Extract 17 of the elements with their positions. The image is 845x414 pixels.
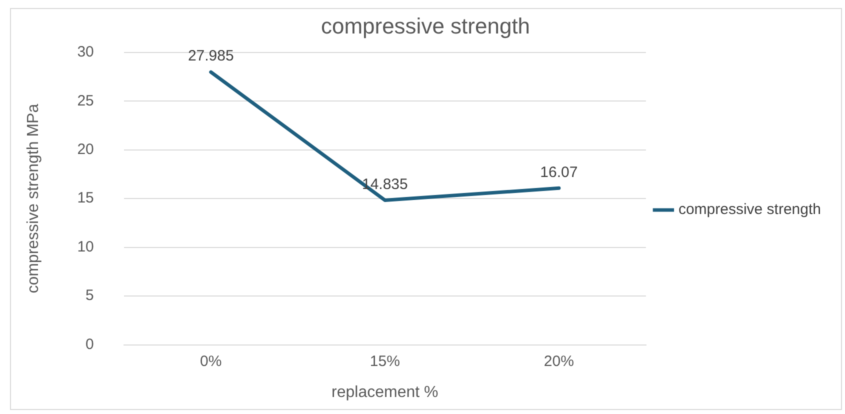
x-tick-label: 20% — [544, 352, 574, 370]
data-label: 16.07 — [540, 164, 578, 181]
y-tick-label: 10 — [77, 238, 94, 256]
legend-label: compressive strength — [678, 201, 822, 218]
y-axis-title: compressive strength MPa — [25, 104, 42, 294]
x-tick-label: 0% — [200, 352, 222, 370]
x-tick-label: 15% — [370, 352, 400, 370]
x-axis-title: replacement % — [332, 384, 438, 401]
y-tick-label: 30 — [77, 44, 94, 61]
chart-title: compressive strength — [320, 13, 530, 38]
y-tick-label: 20 — [77, 141, 94, 158]
data-label: 27.985 — [188, 48, 234, 65]
y-tick-label: 15 — [77, 190, 94, 207]
data-label: 14.835 — [362, 176, 408, 193]
y-tick-label: 25 — [77, 92, 94, 110]
y-tick-label: 0 — [86, 336, 94, 353]
y-tick-label: 5 — [86, 287, 94, 304]
